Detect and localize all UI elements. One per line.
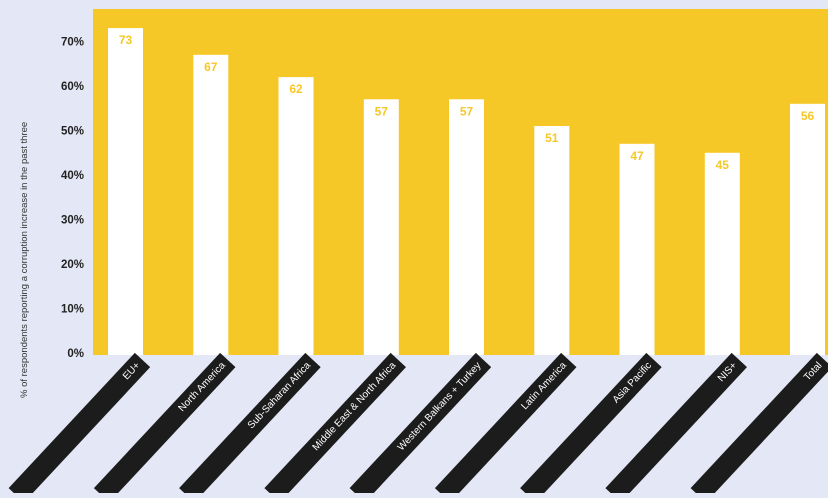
bar-7 [619,143,655,355]
x-category-band-8 [605,352,747,498]
y-axis-title: % of respondents reporting a corruption … [19,122,30,398]
bar-8 [704,152,740,356]
y-tick-label-0: 0% [67,348,84,360]
x-tick-label-7: Asia Pacific [611,360,654,405]
x-category-band-7 [520,352,662,498]
x-tick-label-3: Sub-Saharan Africa [246,360,313,431]
bar-9 [790,103,825,355]
bar-4 [363,99,399,355]
bar-6 [534,126,570,355]
bar-3 [278,77,314,355]
x-tick-label-5: Western Balkans + Turkey [396,360,484,453]
x-category-1: EU+ [8,352,151,498]
y-tick-label-1: 10% [61,304,84,316]
data-label-6: 51 [545,131,559,145]
x-tick-label-6: Latin America [519,360,569,412]
x-tick-label-2: North America [177,360,229,414]
bar-1 [108,28,143,355]
x-category-band-2 [93,352,236,498]
x-tick-label-4: Middle East & North Africa [311,360,399,453]
y-tick-label-6: 60% [61,81,84,93]
x-category-band-5 [349,352,492,498]
data-label-7: 47 [630,149,644,163]
y-tick-label-2: 20% [61,259,84,271]
y-tick-label-7: 70% [61,37,84,49]
bar-2 [193,54,229,356]
x-category-band-9 [690,352,828,498]
data-label-1: 73 [119,33,133,47]
x-category-band-1 [8,352,151,498]
data-label-2: 67 [204,60,218,74]
data-label-8: 45 [716,158,730,172]
data-label-3: 62 [289,82,303,96]
y-tick-label-5: 50% [61,126,84,138]
data-label-9: 56 [801,109,815,123]
data-label-5: 57 [460,104,474,118]
y-tick-label-3: 30% [61,215,84,227]
bar-5 [449,99,484,355]
x-category-8: NIS+ [605,352,747,498]
x-category-band-4 [264,352,406,498]
x-category-9: Total [690,352,828,498]
x-category-band-6 [434,352,577,498]
x-category-band-3 [179,352,321,498]
y-tick-label-4: 40% [61,170,84,182]
data-label-4: 57 [375,104,389,118]
